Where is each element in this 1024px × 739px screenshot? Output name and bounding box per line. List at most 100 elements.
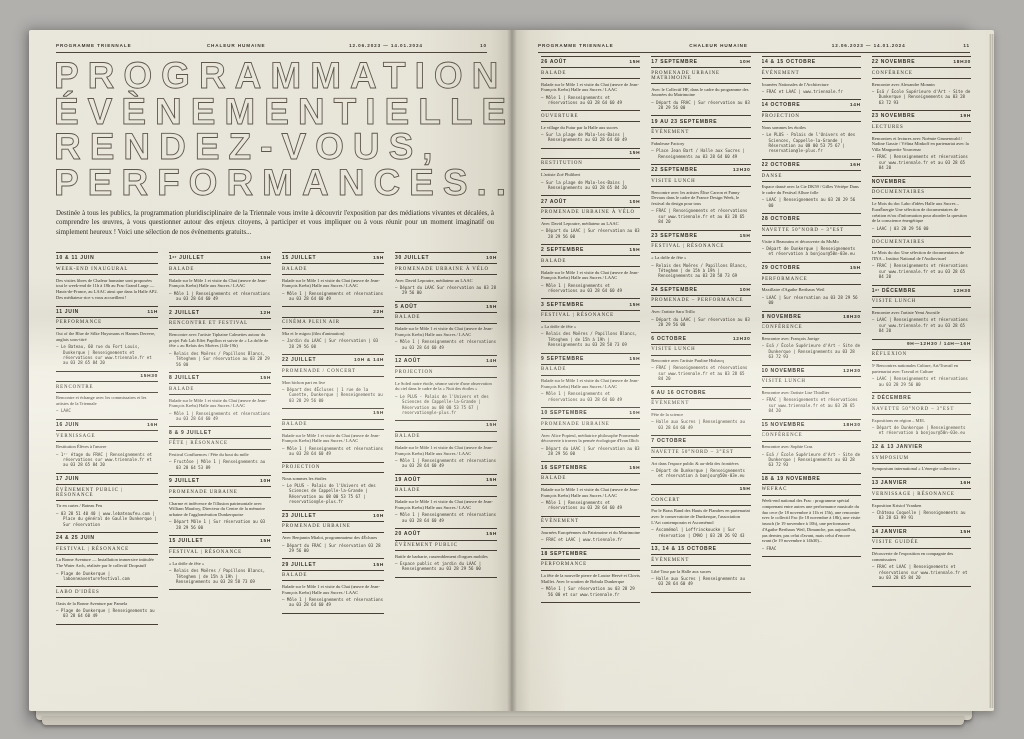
event-description: Balade sur le Môle 1 et visite du Chai (… (282, 432, 380, 444)
event-description: Symposium international « L'énergie coll… (871, 466, 961, 472)
event-date-row: 1ᵉʳ JUILLET 15H (169, 252, 271, 265)
event-block: 20 AOÛT 15H ÉVÈNEMENT PUBLIC Battle de barb… (395, 528, 497, 572)
event-block: 8 NOVEMBRE 18H30 CONFÉRENCE Rencontre avec … (761, 310, 861, 360)
event-block: ÉVÈNEMENT Journées Européennes du Patrimo… (541, 515, 641, 543)
event-category: PERFORMANCE (761, 274, 861, 285)
event-description: Journées Nationales de l'Architecture (761, 81, 829, 87)
event-category: NAVETTE 50°NORD – 3°EST (651, 448, 751, 459)
event-contact: – FRAC (761, 545, 777, 551)
event-description: Charme et indécence de l'illusion patrim… (169, 500, 265, 518)
event-category: BALADE (395, 313, 497, 324)
event-time: 12H30 (732, 336, 751, 342)
event-category: FESTIVAL | RÉSONANCE (56, 544, 158, 556)
event-category: RENCONTRE ET FESTIVAL (169, 319, 271, 330)
event-description: Expositions en région – MEL (871, 417, 925, 423)
event-category: PROMENADE – PERFORMANCE (651, 296, 751, 307)
event-contact: – FRAC | Renseignements et réservations … (651, 208, 748, 225)
listing-column: 30 JUILLET 10H PROMENADE URBAINE À VÉLO Ave… (395, 252, 497, 704)
event-block: 12 AOÛT 14H PROJECTION Le Soleil notre étoi… (395, 355, 497, 415)
event-date: 14 & 15 OCTOBRE (761, 59, 816, 66)
event-date: 12 & 13 JANVIER (871, 443, 923, 450)
event-description: Tir en cartes / Bateau Feu (56, 503, 103, 509)
event-time: 15H (373, 562, 384, 568)
event-category: FÊTE | RÉSONANCE (169, 439, 271, 450)
event-description: Balade sur le Môle 1 et visite du Chai (… (541, 81, 639, 93)
event-description: Par le Brass Band des Hauts de Flandres … (651, 508, 750, 525)
event-contact: – FRAC | Renseignements et réservations … (651, 365, 748, 382)
event-time: 15H (260, 376, 271, 382)
event-contact: – Môle 1 | Renseignements et réservation… (395, 457, 497, 469)
event-date: 17 SEPTEMBRE (651, 59, 698, 66)
event-contact: – LAAC (56, 408, 71, 414)
event-date-row: 29 OCTOBRE 15H (761, 261, 861, 275)
event-time: 15H (739, 233, 751, 239)
event-time: 15H (629, 465, 641, 471)
event-description: Balade sur le Môle 1 et visite du Chai (… (541, 269, 639, 281)
exhibition-title-right: CHALEUR HUMAINE (689, 43, 748, 48)
event-time: 10H (629, 411, 641, 417)
event-date-row: 13, 14 & 15 OCTOBRE (651, 542, 751, 556)
event-description: Balade sur le Môle 1 et visite du Chai (… (169, 397, 267, 409)
event-contact: – Place Jean Bart / Halle aux Sucres | R… (651, 148, 745, 159)
event-category: BALADE (282, 264, 384, 276)
date-range-right: 12.06.2023 — 14.01.2024 (831, 43, 906, 48)
event-date-row: 22 OCTOBRE 16H (761, 158, 861, 172)
event-time: 22H (373, 309, 384, 315)
event-category: DOCUMENTAIRES (871, 188, 971, 199)
event-block: 14 OCTOBRE 14H PROJECTION Nous sommes les é… (761, 99, 861, 153)
event-date-row: 2 JUILLET 12H (169, 306, 271, 319)
event-date-row: 6 OCTOBRE 12H30 (651, 332, 751, 345)
event-date: 15 NOVEMBRE (761, 421, 806, 428)
event-contact: – Môle 1 | Renseignements et réservation… (541, 391, 622, 402)
event-description: Avec le Collectif HF, dans le cadre du p… (651, 86, 749, 98)
event-date-row: 9H—12H30 / 14H—16H (871, 338, 971, 351)
event-time: 10H (739, 287, 751, 293)
event-block: 15H RESTITUTION L'artiste Zoé Philibert – S… (541, 147, 641, 191)
page-title: PROGRAMMATION ÉVÈNEMENTIELLE, RENDEZ-VOU… (54, 55, 511, 201)
event-category: BALADE (169, 264, 271, 276)
event-block: 22H CINÉMA PLEIN AIR Mia et le migou (film… (282, 306, 384, 349)
event-date-row: 8 & 9 JUILLET (169, 426, 271, 439)
event-contact: – Esä / École Supérieure d'Art - Site de… (871, 88, 971, 105)
event-time: 15H (739, 486, 751, 492)
event-date-row: 9 SEPTEMBRE 15H (541, 352, 641, 365)
event-category: PROMENADE URBAINE MATRIMOINE (651, 68, 751, 85)
event-description: L'artiste Zoé Philibert (541, 172, 581, 178)
running-header-left: PROGRAMME TRIENNALE CHALEUR HUMAINE 12.0… (56, 43, 487, 53)
event-block: 9 JUILLET 10H PROMENADE URBAINE Charme et i… (169, 475, 271, 530)
event-contact: – Môle 1 | Renseignements et réservation… (282, 290, 384, 302)
event-category: PERFORMANCE (541, 560, 641, 571)
event-date-row: 26 AOÛT 15H (541, 56, 641, 69)
listing-column: 26 AOÛT 15H BALADE Balade sur le Môle 1 et … (541, 56, 641, 704)
event-time: 11H (147, 309, 158, 315)
event-block: 10 SEPTEMBRE 10H PROMENADE URBAINE Avec Ali… (541, 406, 641, 456)
event-category: PROJECTION (395, 367, 497, 379)
event-block: 15 JUILLET 15H BALADE Balade sur le Môle 1 … (282, 252, 384, 301)
event-block: 5 AOÛT 15H BALADE Balade sur le Môle 1 et v… (395, 300, 497, 350)
event-category: WEFRAC (761, 485, 861, 496)
event-description: Rencontre avec Alexandre Monnin (871, 81, 935, 87)
event-description: Libé Tour par la Halle aux sucres (651, 568, 712, 574)
event-time: 18H30 (843, 422, 861, 428)
event-contact: – Relais des Moëres / Papillons Blancs, … (651, 262, 748, 279)
event-description: Avec Benjamin Mialot, programmateur des … (282, 535, 378, 541)
event-block: 23 NOVEMBRE 19H LECTURES Rencontres et lect… (871, 110, 971, 171)
event-date-row: 23 NOVEMBRE 19H (871, 110, 971, 123)
event-date-row: 22 SEPTEMBRE 12H30 (651, 164, 751, 177)
event-time: 15H (260, 539, 271, 545)
event-date: 23 SEPTEMBRE (651, 232, 698, 239)
page-title-line-1: PROGRAMMATION (54, 55, 508, 96)
listing-columns-right: 26 AOÛT 15H BALADE Balade sur le Môle 1 et … (541, 56, 971, 704)
page-right: PROGRAMME TRIENNALE CHALEUR HUMAINE 12.0… (511, 30, 994, 711)
event-date: 3 SEPTEMBRE (541, 301, 584, 308)
event-date-row: 14 OCTOBRE 14H (761, 99, 861, 112)
event-block: 2 DÉCEMBRE NAVETTE 50°NORD – 3°EST Exposit… (871, 392, 971, 436)
event-contact: – Départ de Dunkerque | Renseignements e… (871, 424, 966, 436)
event-block: PROJECTION Nous sommes les étoiles – Le PL… (282, 461, 384, 505)
column-end-rule (282, 612, 384, 614)
event-block: NOVEMBRE DOCUMENTAIRES Le Mois du doc Labo… (871, 175, 971, 232)
event-date-row: 15H (282, 408, 384, 420)
event-description: La fête de la nouvelle pierre de Louise … (541, 573, 640, 585)
booklet-spread: PROGRAMME TRIENNALE CHALEUR HUMAINE 12.0… (29, 30, 994, 711)
event-date: 2 JUILLET (169, 309, 200, 316)
